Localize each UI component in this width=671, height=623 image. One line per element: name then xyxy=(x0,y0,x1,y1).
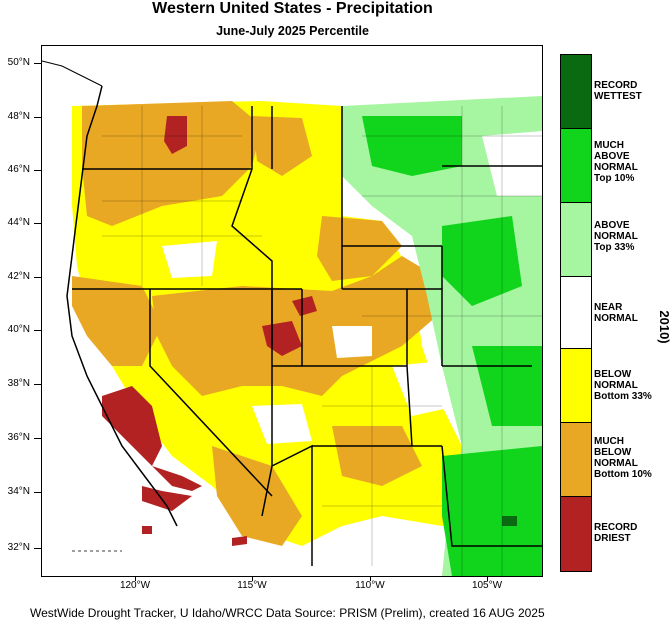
map-title: Western United States - Precipitation xyxy=(152,0,433,17)
lat-tick xyxy=(34,117,41,118)
lat-label-44: 44°N xyxy=(7,217,30,228)
legend-label-record-driest: RECORD DRIEST xyxy=(594,522,638,544)
lat-tick xyxy=(34,548,41,549)
lat-label-40: 40°N xyxy=(7,324,30,335)
legend-label-near: NEAR NORMAL xyxy=(594,302,638,324)
lat-label-38: 38°N xyxy=(7,378,30,389)
legend-label-much-below: MUCH BELOW NORMAL Bottom 10% xyxy=(594,436,652,480)
lon-label-105: 105°W xyxy=(471,580,503,591)
lon-tick xyxy=(252,576,253,581)
legend-colorbar xyxy=(560,54,592,572)
lat-tick xyxy=(34,384,41,385)
lat-tick xyxy=(34,330,41,331)
legend-swatch-below xyxy=(561,349,591,423)
lon-tick xyxy=(370,576,371,581)
lon-label-115: 115°W xyxy=(237,580,267,591)
lat-tick xyxy=(34,223,41,224)
lat-tick xyxy=(34,170,41,171)
legend-label-below: BELOW NORMAL Bottom 33% xyxy=(594,369,652,402)
lon-tick xyxy=(487,576,488,581)
legend-label-record-wettest: RECORD WETTEST xyxy=(594,80,642,102)
lat-tick xyxy=(34,438,41,439)
lat-label-34: 34°N xyxy=(7,486,30,497)
lat-tick xyxy=(34,63,41,64)
lat-label-48: 48°N xyxy=(7,111,30,122)
legend-label-much-above: MUCH ABOVE NORMAL Top 10% xyxy=(594,140,638,184)
legend-label-above: ABOVE NORMAL Top 33% xyxy=(594,220,638,253)
legend-swatch-much-below xyxy=(561,423,591,497)
lat-label-32: 32°N xyxy=(7,542,30,553)
map-subtitle: June-July 2025 Percentile xyxy=(216,24,369,38)
lat-tick xyxy=(34,492,41,493)
lat-label-46: 46°N xyxy=(7,164,30,175)
lat-label-50: 50°N xyxy=(7,57,30,68)
lon-tick xyxy=(135,576,136,581)
lat-tick xyxy=(34,277,41,278)
lon-label-110: 110°W xyxy=(355,580,385,591)
map-canvas xyxy=(42,46,542,576)
precipitation-map xyxy=(41,45,543,577)
credit-line: WestWide Drought Tracker, U Idaho/WRCC D… xyxy=(30,606,545,620)
legend-swatch-near xyxy=(561,277,591,349)
legend-swatch-much-above xyxy=(561,129,591,203)
lon-label-120: 120°W xyxy=(119,580,151,591)
legend-swatch-record-driest xyxy=(561,497,591,571)
lat-label-36: 36°N xyxy=(7,432,30,443)
lat-label-42: 42°N xyxy=(7,271,30,282)
legend-swatch-above xyxy=(561,203,591,277)
legend-title: Rankings (1895-2010) xyxy=(657,310,671,344)
legend-swatch-record-wettest xyxy=(561,55,591,129)
